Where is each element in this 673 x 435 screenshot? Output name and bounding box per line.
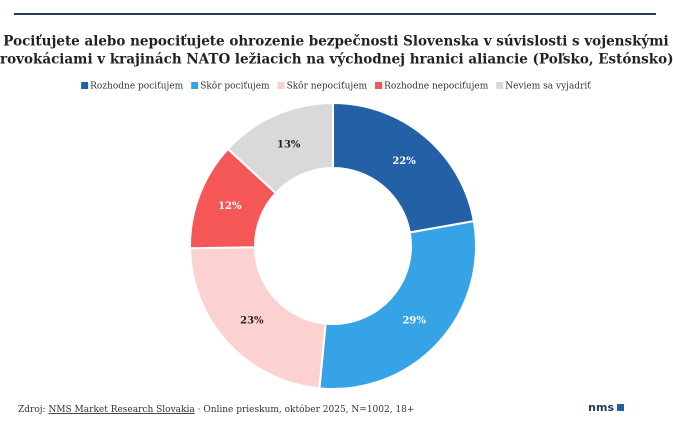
legend-label: Skôr nepociťujem bbox=[287, 81, 368, 92]
chart-title: provokáciami v krajinách NATO ležiacich … bbox=[0, 52, 673, 68]
logo: nms bbox=[588, 401, 614, 414]
legend-label: Rozhodne pociťujem bbox=[90, 81, 184, 92]
legend-swatch bbox=[191, 82, 199, 89]
legend-swatch bbox=[81, 82, 89, 89]
legend: Rozhodne pociťujem Skôr pociťujem Skôr nep… bbox=[81, 81, 591, 92]
logo-square bbox=[617, 404, 624, 411]
data-label: 22% bbox=[392, 156, 416, 167]
legend-label: Neviem sa vyjadriť bbox=[505, 81, 591, 92]
legend-item: Rozhodne pociťujem bbox=[81, 81, 184, 92]
top-rule bbox=[14, 13, 656, 15]
data-label: 12% bbox=[218, 201, 242, 212]
donut-segment bbox=[189, 246, 327, 390]
legend-swatch bbox=[375, 82, 383, 89]
source: Zdroj: NMS Market Research Slovakia · On… bbox=[18, 404, 414, 415]
legend-item: Skôr nepociťujem bbox=[277, 81, 368, 92]
legend-item: Skôr pociťujem bbox=[191, 81, 270, 92]
legend-swatch bbox=[277, 82, 285, 89]
source-prefix: Zdroj: bbox=[18, 405, 46, 415]
donut: 22% 29% 23% 12% 13% bbox=[189, 101, 477, 390]
legend-item: Rozhodne nepociťujem bbox=[375, 81, 489, 92]
legend-swatch bbox=[496, 82, 504, 89]
legend-label: Skôr pociťujem bbox=[200, 81, 270, 92]
data-label: 13% bbox=[277, 139, 301, 150]
source-suffix: · Online prieskum, október 2025, N=1002,… bbox=[198, 404, 415, 415]
legend-item: Neviem sa vyjadriť bbox=[496, 81, 591, 92]
chart-title: Pociťujete alebo nepociťujete ohrozenie … bbox=[3, 34, 668, 50]
donut-segment bbox=[318, 220, 477, 390]
donut-segment bbox=[332, 101, 475, 234]
data-label: 23% bbox=[240, 315, 264, 326]
donut-segment bbox=[226, 101, 334, 195]
legend-label: Rozhodne nepociťujem bbox=[384, 81, 489, 92]
data-label: 29% bbox=[402, 315, 426, 326]
source-link[interactable]: NMS Market Research Slovakia bbox=[48, 405, 195, 415]
